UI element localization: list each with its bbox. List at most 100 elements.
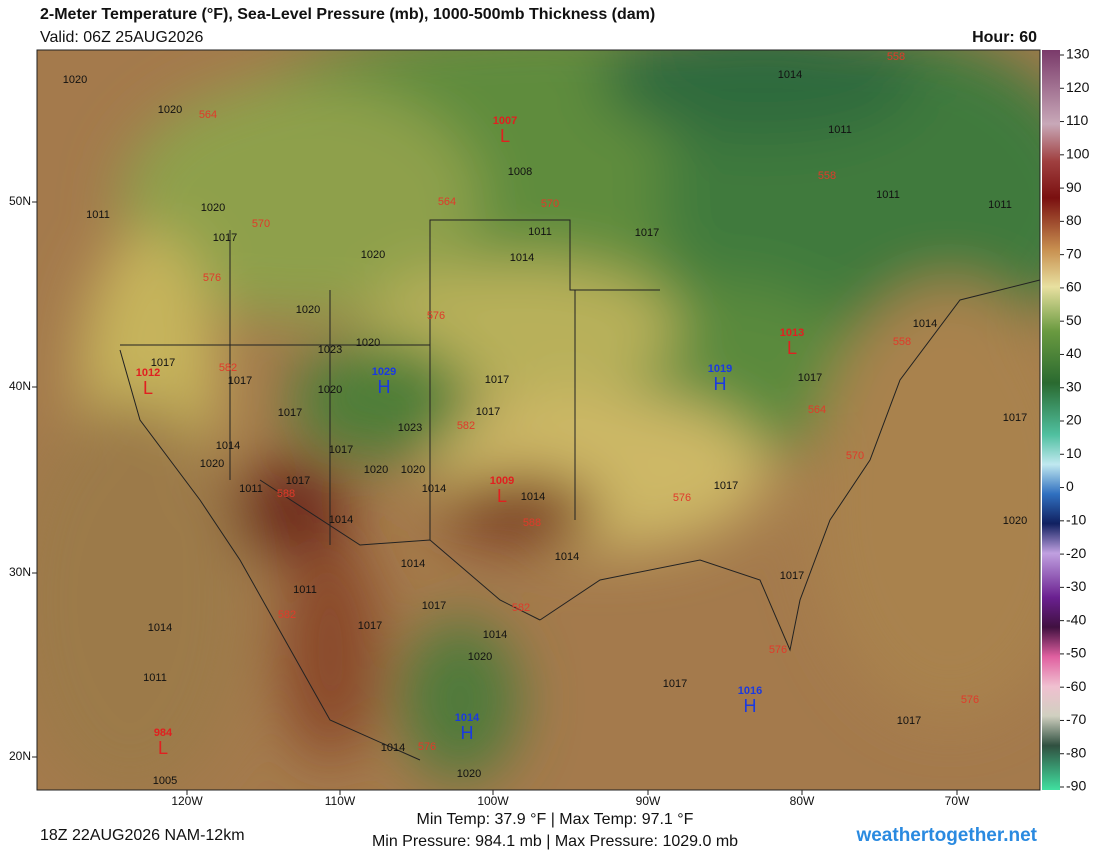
pressure-label: 1014 xyxy=(778,69,802,81)
thickness-label: 588 xyxy=(523,517,541,529)
colorbar-label: 80 xyxy=(1066,212,1082,228)
valid-time: Valid: 06Z 25AUG2026 xyxy=(40,29,203,46)
pressure-label: 1008 xyxy=(508,166,532,178)
map-frame xyxy=(36,49,1041,791)
thickness-label: 570 xyxy=(541,198,559,210)
low-letter: L xyxy=(500,126,510,146)
pressure-label: 1014 xyxy=(483,629,507,641)
low-value: 1013 xyxy=(780,327,804,339)
colorbar-label: -60 xyxy=(1066,678,1086,694)
pressure-label: 1011 xyxy=(828,124,852,136)
pressure-label: 1014 xyxy=(422,483,446,495)
title: 2-Meter Temperature (°F), Sea-Level Pres… xyxy=(40,6,655,23)
pressure-label: 1020 xyxy=(201,202,225,214)
colorbar-label: -40 xyxy=(1066,611,1086,627)
pressure-label: 1017 xyxy=(278,407,302,419)
thickness-label: 576 xyxy=(203,272,221,284)
pressure-label: 1017 xyxy=(358,620,382,632)
pressure-label: 1011 xyxy=(86,209,110,221)
pressure-label: 1017 xyxy=(1003,412,1027,424)
high-letter: H xyxy=(461,723,474,743)
colorbar-label: 130 xyxy=(1066,46,1090,62)
colorbar-label: 100 xyxy=(1066,146,1090,162)
colorbar-label: 10 xyxy=(1066,445,1082,461)
high-value: 1014 xyxy=(455,712,480,724)
pressure-label: 1017 xyxy=(780,570,804,582)
pressure-label: 1020 xyxy=(361,249,385,261)
thickness-label: 558 xyxy=(893,336,911,348)
lon-label: 110W xyxy=(325,794,356,808)
pressure-label: 1017 xyxy=(714,480,738,492)
pressure-label: 1017 xyxy=(635,227,659,239)
colorbar-label: 90 xyxy=(1066,179,1082,195)
pressure-label: 1020 xyxy=(1003,515,1027,527)
colorbar-label: 50 xyxy=(1066,312,1082,328)
pressure-label: 1014 xyxy=(521,491,545,503)
high-value: 1029 xyxy=(372,366,396,378)
map-field xyxy=(37,50,1040,790)
colorbar-label: -70 xyxy=(1066,711,1086,727)
thickness-label: 588 xyxy=(277,488,295,500)
low-letter: L xyxy=(497,486,507,506)
pressure-label: 1017 xyxy=(798,372,822,384)
pressure-label: 1011 xyxy=(239,483,263,495)
colorbar-label: -80 xyxy=(1066,744,1086,760)
lat-label: 40N xyxy=(9,379,31,393)
pressure-label: 1020 xyxy=(63,74,87,86)
pressure-label: 1014 xyxy=(510,252,534,264)
pressure-stats: Min Pressure: 984.1 mb | Max Pressure: 1… xyxy=(372,833,738,850)
colorbar-label: -20 xyxy=(1066,545,1086,561)
lon-label: 80W xyxy=(790,794,815,808)
pressure-label: 1017 xyxy=(329,444,353,456)
pressure-label: 1011 xyxy=(988,199,1012,211)
colorbar-label: -30 xyxy=(1066,578,1086,594)
colorbar-label: -90 xyxy=(1066,778,1086,794)
pressure-label: 1020 xyxy=(401,464,425,476)
pressure-label: 1020 xyxy=(200,458,224,470)
pressure-label: 1017 xyxy=(485,374,509,386)
pressure-label: 1011 xyxy=(528,226,552,238)
pressure-label: 1023 xyxy=(398,422,422,434)
colorbar-label: 70 xyxy=(1066,245,1082,261)
high-value: 1019 xyxy=(708,363,732,375)
pressure-label: 1005 xyxy=(153,775,177,787)
colorbar-label: 60 xyxy=(1066,279,1082,295)
thickness-label: 558 xyxy=(887,51,905,63)
pressure-label: 1011 xyxy=(143,672,167,684)
lon-label: 70W xyxy=(945,794,970,808)
borders xyxy=(119,219,1040,761)
pressure-label: 1017 xyxy=(228,375,252,387)
pressure-label: 1020 xyxy=(468,651,492,663)
colorbar-label: 110 xyxy=(1066,112,1089,128)
thickness-label: 582 xyxy=(512,602,530,614)
colorbar-label: 0 xyxy=(1066,478,1074,494)
low-letter: L xyxy=(143,378,153,398)
colorbar xyxy=(1042,50,1060,790)
colorbar-label: 40 xyxy=(1066,345,1082,361)
high-value: 1016 xyxy=(738,685,762,697)
pressure-label: 1014 xyxy=(216,440,240,452)
pressure-label: 1017 xyxy=(286,475,310,487)
pressure-label: 1017 xyxy=(422,600,446,612)
thickness-label: 564 xyxy=(199,109,217,121)
model-run: 18Z 22AUG2026 NAM-12km xyxy=(40,827,245,844)
low-value: 1009 xyxy=(490,475,514,487)
thickness-label: 576 xyxy=(673,492,691,504)
low-letter: L xyxy=(158,738,168,758)
pressure-label: 1017 xyxy=(151,357,175,369)
pressure-label: 1020 xyxy=(318,384,342,396)
pressure-label: 1017 xyxy=(897,715,921,727)
colorbar-label: 20 xyxy=(1066,412,1082,428)
pressure-label: 1011 xyxy=(876,189,900,201)
pressure-label: 1014 xyxy=(913,318,937,330)
lat-label: 30N xyxy=(9,565,31,579)
pressure-label: 1017 xyxy=(476,406,500,418)
pressure-label: 1017 xyxy=(213,232,237,244)
pressure-label: 1020 xyxy=(296,304,320,316)
thickness-label: 564 xyxy=(808,404,826,416)
low-value: 1007 xyxy=(493,115,517,127)
pressure-label: 1020 xyxy=(364,464,388,476)
pressure-label: 1014 xyxy=(381,742,405,754)
thickness-label: 576 xyxy=(769,644,787,656)
